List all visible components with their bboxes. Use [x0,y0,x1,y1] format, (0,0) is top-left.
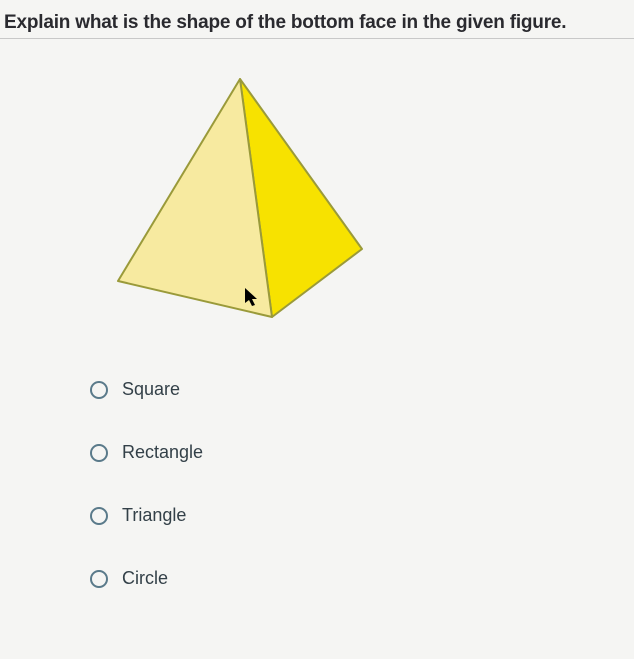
option-label: Square [122,379,180,400]
pyramid-figure [100,69,380,329]
question-text: Explain what is the shape of the bottom … [0,0,634,39]
option-label: Rectangle [122,442,203,463]
options-group: Square Rectangle Triangle Circle [0,359,634,589]
radio-icon [90,570,108,588]
figure-area [0,39,634,359]
option-label: Circle [122,568,168,589]
option-circle[interactable]: Circle [90,568,634,589]
option-label: Triangle [122,505,186,526]
option-square[interactable]: Square [90,379,634,400]
option-triangle[interactable]: Triangle [90,505,634,526]
radio-icon [90,381,108,399]
option-rectangle[interactable]: Rectangle [90,442,634,463]
radio-icon [90,507,108,525]
radio-icon [90,444,108,462]
